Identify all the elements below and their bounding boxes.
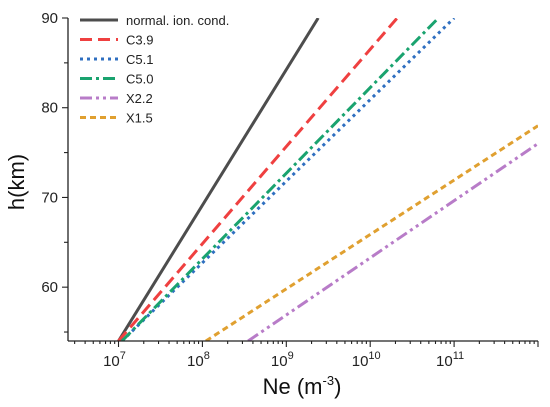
y-tick-label: 80 (41, 100, 58, 117)
series-line-x2-2 (247, 142, 538, 341)
x-axis-title-main: Ne (m (263, 374, 323, 399)
legend: normal. ion. cond. C3.9 C5.1 C5.0 X2.2 X1.5 (80, 13, 229, 126)
legend-label: X1.5 (126, 111, 153, 126)
legend-label: normal. ion. cond. (126, 13, 229, 28)
x-tick-label: 109 (271, 350, 294, 370)
series-line-c5-0 (120, 18, 440, 341)
legend-label: C5.1 (126, 52, 153, 67)
x-tick-label: 107 (103, 350, 126, 370)
series-layer (117, 18, 538, 341)
series-line-x1-5 (205, 124, 538, 341)
y-tick-label: 70 (41, 189, 58, 206)
y-tick-label: 60 (41, 279, 58, 296)
series-line-c3-9 (117, 18, 399, 341)
x-tick-label: 1010 (352, 350, 381, 370)
series-line-c5-1 (120, 18, 456, 341)
legend-label: C3.9 (126, 33, 153, 48)
legend-label: C5.0 (126, 72, 153, 87)
x-tick-label: 108 (187, 350, 210, 370)
ticks-layer: 60 70 80 90 107 108 109 1010 1011 (41, 10, 539, 370)
x-axis-title-close: ) (334, 374, 341, 399)
x-tick-label: 1011 (436, 350, 464, 370)
y-tick-label: 90 (41, 10, 58, 27)
x-axis-title: Ne (m-3) (263, 373, 342, 399)
y-axis-title: h(km) (4, 154, 29, 210)
legend-label: X2.2 (126, 91, 153, 106)
x-axis-title-exponent: -3 (323, 373, 335, 388)
series-line-normal-ion-cond- (117, 18, 320, 341)
